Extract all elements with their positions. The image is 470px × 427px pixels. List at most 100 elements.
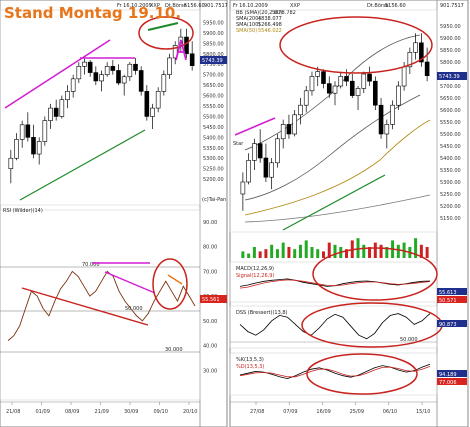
candle-body [70,78,76,92]
right-candle-body [401,66,407,87]
tsi-d-title: %D(13,5,3) [236,364,264,370]
left-price-tick-label: 5350.00 [203,146,224,152]
macd-panel [229,261,438,303]
left-price-tick-label: 5750.00 [203,62,224,68]
left-price-tick-label: 5600.00 [203,94,224,100]
title-overlay: Stand Montag 19.10. [4,4,181,22]
left-trend-green-top [147,22,179,31]
dss-title: DSS (Bressert)(13,8) [236,310,288,316]
volume-bar [345,249,349,258]
volume-bar [252,247,256,258]
left-x-tick-label: 30/09 [124,409,138,415]
left-x-tick-label: 09/10 [154,409,168,415]
candle-body [36,141,42,155]
right-trend-magenta [234,117,276,136]
right-candle-body [355,88,361,96]
star-label: Star [233,141,244,147]
left-price-tick-label: 5250.00 [203,167,224,173]
right-price-tick-label: 5150.00 [440,216,461,222]
volume-bar [385,247,389,258]
volume-bar [264,249,268,258]
macd-circle [312,247,438,301]
macd-badge-1-text: 55.613 [439,290,457,296]
right-price-tick-label: 5700.00 [440,84,461,90]
candle-body [161,74,167,92]
tsi-badge-1 [437,370,467,377]
right-candle-body [240,181,246,195]
volume-bar [333,244,337,258]
dss-50-label: 50.000 [400,337,418,343]
volume-bar [275,249,279,258]
rsi-tick-label: 40.00 [203,344,217,350]
tsi-circle [306,353,418,395]
right-price-axis: 5150.00 5200.00 5250.00 5300.00 5350.00 5400.… [440,24,461,222]
right-candle-body [326,83,332,94]
bb-upper-band [244,34,421,151]
macd-badge-2-text: 50.571 [439,298,457,304]
left-chart: Fr 16.10.2009 XXP Dt.Börse 5156.60 901.7… [0,0,228,427]
volume-bar [321,251,325,258]
right-candle-body [298,104,303,116]
right-candle-body [361,73,367,89]
candle-body [19,124,25,140]
volume-bar [287,247,291,258]
volume-bar [396,244,400,258]
sma50-line [244,119,431,216]
right-candle-body [286,124,292,135]
right-price-tick-label: 5850.00 [440,48,461,54]
right-price-tick-label: 5500.00 [440,132,461,138]
right-price-tick-label: 5950.00 [440,24,461,30]
dss-series-line [239,313,431,340]
right-candles [240,33,430,211]
candle-body [184,36,189,55]
rsi-level-30-label: 30.000 [165,347,183,353]
left-price-tick-label: 5200.00 [203,177,224,183]
left-x-axis: 21/08 01/09 08/09 21/09 30/09 09/10 20/10 [6,402,197,415]
candle-body [155,91,161,109]
volume-bar [327,242,331,258]
left-copyright: (c)Tai-Pan [202,197,226,203]
macd-badge-1 [437,288,467,295]
right-candle-body [303,90,309,106]
volume-bar [414,238,418,258]
right-price-tick-label: 5350.00 [440,168,461,174]
volume-bar [368,247,372,258]
volume-bar [373,242,377,258]
right-candle-body [257,143,263,159]
left-header-exchange: Dt.Börse [165,3,187,9]
left-price-tick-label: 5800.00 [203,52,224,58]
left-rsi-panel [0,209,201,401]
right-candle-body [344,76,349,82]
rsi-circle [152,258,188,310]
right-candle-body [367,73,372,82]
rsi-level-70-label: 70.000 [82,262,100,268]
right-x-tick-label: 16/09 [316,409,330,415]
tsi-badge-2 [437,378,467,385]
left-x-tick-label: 21/09 [95,409,109,415]
volume-bar [270,244,274,258]
rsi-tick-label: 70.00 [203,269,217,275]
candle-body [14,139,19,159]
right-price-tick-label: 5800.00 [440,60,461,66]
right-candle-body [407,52,413,68]
sma50-value: 5546.022 [258,28,282,34]
left-price-tick-label: 5700.00 [203,73,224,79]
right-candle-body [309,76,315,92]
right-chart: Fr 16.10.2009 XXP Dt.Börse 5156.60 901.7… [229,0,469,427]
right-header-last: 5156.60 [385,3,406,9]
right-trend-green [282,174,386,231]
volume-bar [310,247,314,258]
right-x-tick-label: 15/10 [416,409,430,415]
tsi-k-series-line [239,363,431,380]
candle-body [116,70,121,84]
left-price-circle [138,16,194,50]
left-price-tick-label: 5400.00 [203,135,224,141]
right-candle-body [349,80,355,96]
bb-label: BB (SMA)(20,2.00) [236,10,282,16]
right-candle-body [292,114,297,135]
right-candle-body [246,160,251,183]
candle-body [8,157,14,169]
rsi-magenta-diag [104,271,156,294]
left-price-tick-label: 5550.00 [203,104,224,110]
